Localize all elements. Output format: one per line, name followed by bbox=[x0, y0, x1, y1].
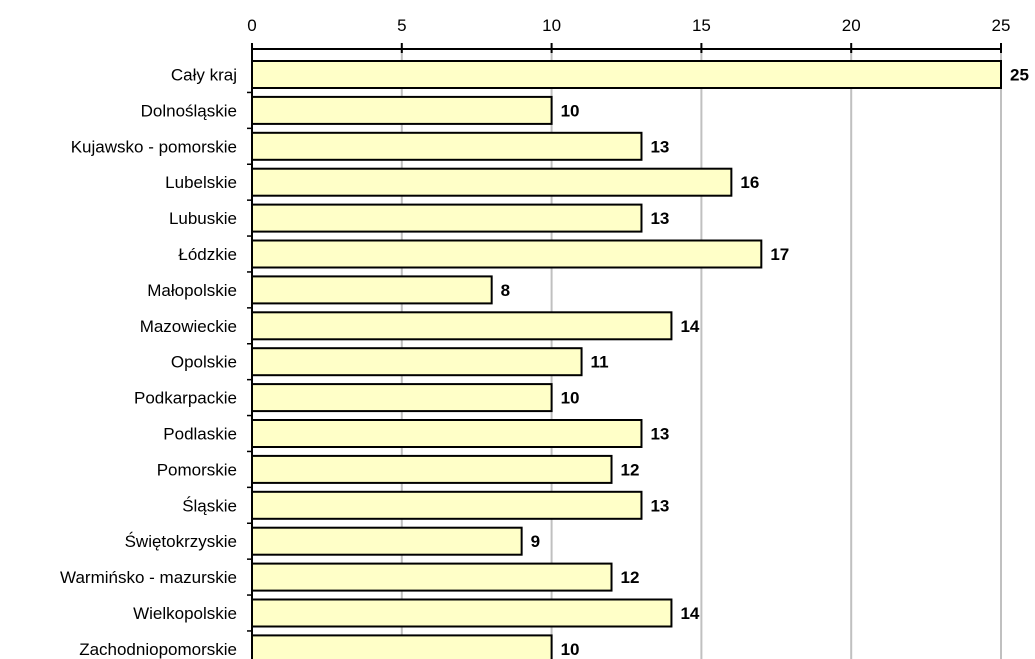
data-label: 10 bbox=[561, 389, 580, 408]
data-label: 12 bbox=[621, 568, 640, 587]
data-label: 13 bbox=[650, 209, 669, 228]
category-label: Cały kraj bbox=[171, 66, 237, 85]
category-label: Podkarpackie bbox=[134, 389, 237, 408]
data-label: 10 bbox=[561, 640, 580, 659]
x-tick-label: 20 bbox=[842, 16, 861, 35]
x-tick-label: 25 bbox=[992, 16, 1011, 35]
bar bbox=[251, 60, 1002, 89]
bar bbox=[251, 203, 643, 233]
bar bbox=[251, 419, 643, 448]
bar bbox=[251, 526, 523, 556]
data-label: 10 bbox=[561, 101, 580, 120]
x-tick-label: 10 bbox=[542, 16, 561, 35]
data-label: 16 bbox=[740, 173, 759, 192]
category-label: Lubelskie bbox=[165, 173, 237, 192]
bar bbox=[251, 131, 643, 161]
data-label: 13 bbox=[650, 137, 669, 156]
category-label: Zachodniopomorskie bbox=[79, 640, 237, 659]
bar bbox=[251, 167, 733, 197]
labels: Cały kraj 25 Dolnośląskie 10 Kujawsko - pomo… bbox=[60, 66, 1029, 659]
data-label: 8 bbox=[501, 281, 510, 300]
x-tick-label: 0 bbox=[247, 16, 256, 35]
bar bbox=[251, 239, 763, 269]
data-label: 14 bbox=[680, 317, 699, 336]
bar bbox=[251, 598, 673, 628]
category-label: Dolnośląskie bbox=[141, 101, 237, 120]
category-label: Lubuskie bbox=[169, 209, 237, 228]
data-label: 9 bbox=[531, 532, 540, 551]
category-label: Śląskie bbox=[182, 496, 237, 515]
category-label: Podlaskie bbox=[163, 425, 237, 444]
data-label: 25 bbox=[1010, 66, 1029, 85]
category-label: Świętokrzyskie bbox=[125, 532, 237, 551]
bar bbox=[251, 490, 643, 520]
bar bbox=[251, 311, 673, 341]
bar bbox=[251, 634, 553, 659]
category-label: Warmińsko - mazurskie bbox=[60, 568, 237, 587]
bar bbox=[251, 275, 493, 305]
data-label: 13 bbox=[650, 496, 669, 515]
bar bbox=[251, 347, 583, 377]
bar bbox=[251, 383, 553, 413]
bar bbox=[251, 562, 613, 592]
data-label: 14 bbox=[680, 604, 699, 623]
x-tick-label: 5 bbox=[397, 16, 406, 35]
x-tick-label: 15 bbox=[692, 16, 711, 35]
category-label: Małopolskie bbox=[147, 281, 237, 300]
category-label: Opolskie bbox=[171, 353, 237, 372]
bar bbox=[251, 454, 613, 484]
category-label: Kujawsko - pomorskie bbox=[71, 137, 237, 156]
category-label: Łódzkie bbox=[178, 245, 237, 264]
category-label: Mazowieckie bbox=[140, 317, 237, 336]
data-label: 13 bbox=[650, 425, 669, 444]
x-axis: 0 5 10 15 20 25 bbox=[247, 16, 1010, 659]
bar bbox=[251, 95, 553, 125]
data-label: 11 bbox=[591, 353, 609, 372]
data-label: 12 bbox=[621, 460, 640, 479]
category-label: Wielkopolskie bbox=[133, 604, 237, 623]
category-label: Pomorskie bbox=[157, 460, 237, 479]
data-label: 17 bbox=[770, 245, 789, 264]
